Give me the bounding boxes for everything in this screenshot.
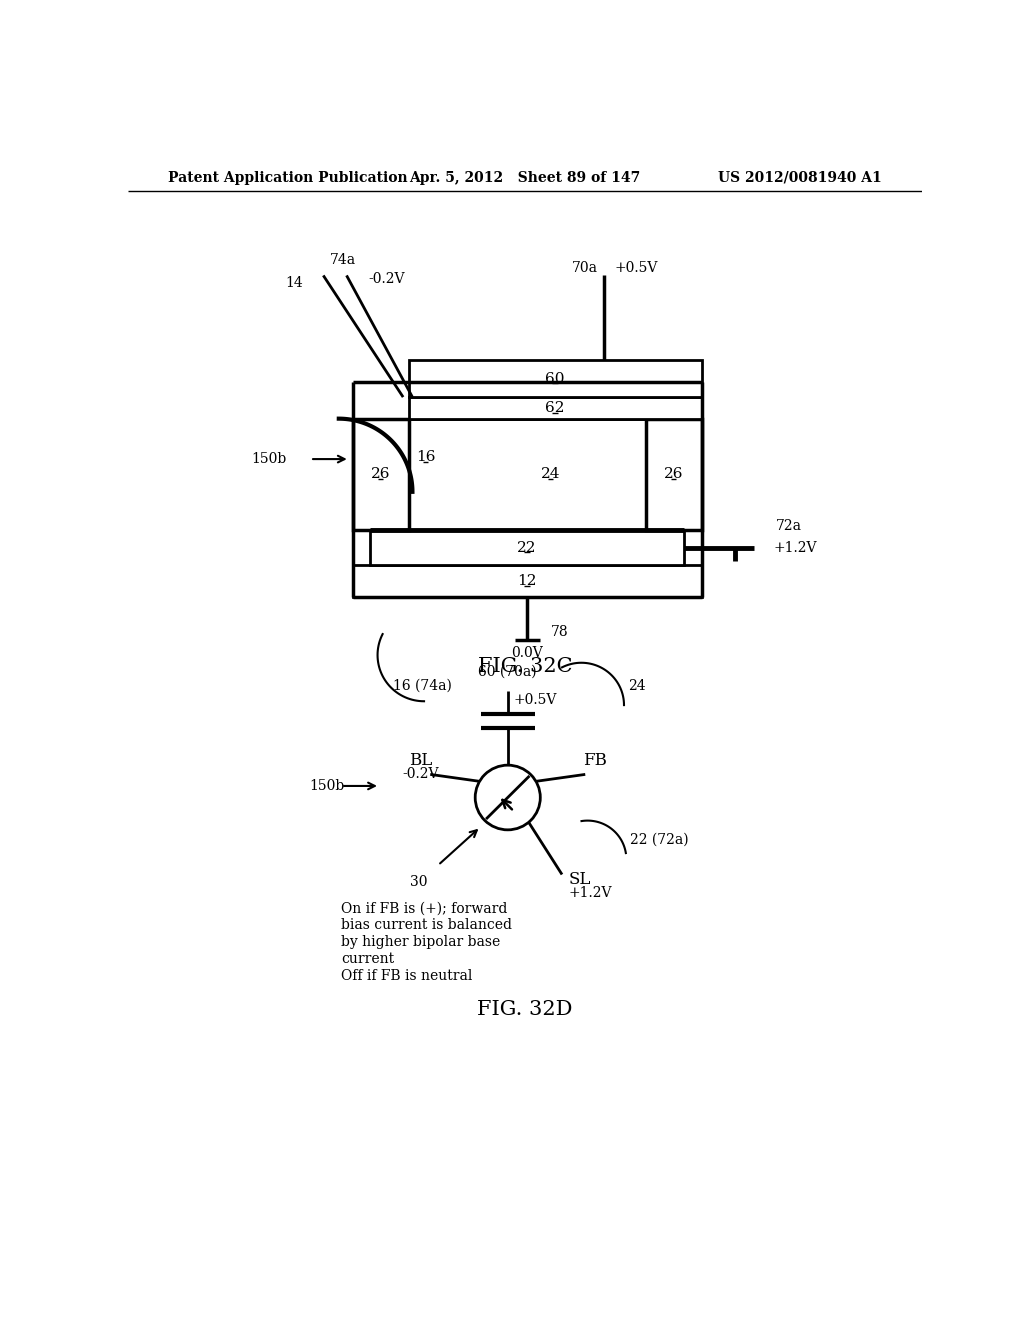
Text: 70a: 70a	[571, 261, 597, 275]
Text: 24: 24	[541, 467, 560, 482]
Text: 14: 14	[285, 276, 303, 290]
Bar	[409, 397, 701, 418]
Text: current: current	[341, 952, 394, 966]
Text: 22: 22	[517, 541, 537, 554]
Text: Apr. 5, 2012   Sheet 89 of 147: Apr. 5, 2012 Sheet 89 of 147	[410, 170, 640, 185]
Text: 74a: 74a	[330, 253, 355, 267]
Text: 12: 12	[517, 574, 537, 589]
Text: +1.2V: +1.2V	[773, 541, 817, 554]
Bar	[646, 418, 701, 531]
Text: Patent Application Publication: Patent Application Publication	[168, 170, 408, 185]
Text: 60 (70a): 60 (70a)	[478, 665, 537, 678]
Text: -0.2V: -0.2V	[369, 272, 404, 286]
Bar	[409, 360, 701, 397]
Text: Off if FB is neutral: Off if FB is neutral	[341, 969, 472, 983]
Bar	[370, 531, 684, 565]
Text: 60: 60	[545, 372, 565, 385]
Text: 16: 16	[416, 450, 435, 465]
Text: by higher bipolar base: by higher bipolar base	[341, 936, 501, 949]
Text: US 2012/0081940 A1: US 2012/0081940 A1	[718, 170, 882, 185]
Text: +1.2V: +1.2V	[568, 886, 611, 900]
Text: FIG. 32D: FIG. 32D	[477, 999, 572, 1019]
Text: On if FB is (+); forward: On if FB is (+); forward	[341, 902, 508, 916]
Text: 78: 78	[550, 624, 568, 639]
Text: FB: FB	[583, 752, 606, 770]
Text: SL: SL	[568, 871, 591, 887]
Text: 62: 62	[545, 401, 565, 414]
Text: 72a: 72a	[776, 519, 802, 533]
Text: 22 (72a): 22 (72a)	[630, 833, 689, 847]
Text: +0.5V: +0.5V	[614, 261, 658, 275]
Text: 26: 26	[371, 467, 390, 482]
Bar	[370, 418, 684, 531]
Text: +0.5V: +0.5V	[514, 693, 557, 708]
Text: 0.0V: 0.0V	[511, 645, 543, 660]
Bar	[352, 565, 701, 598]
Bar	[352, 418, 409, 531]
Text: 26: 26	[664, 467, 683, 482]
Text: BL: BL	[410, 752, 432, 770]
Text: 150b: 150b	[252, 451, 287, 466]
Text: 150b: 150b	[309, 779, 345, 793]
Text: -0.2V: -0.2V	[402, 767, 439, 781]
Text: 30: 30	[410, 875, 427, 890]
Text: 16 (74a): 16 (74a)	[393, 678, 452, 693]
Text: FIG. 32C: FIG. 32C	[477, 657, 572, 676]
Text: 24: 24	[628, 678, 645, 693]
Text: bias current is balanced: bias current is balanced	[341, 919, 512, 932]
